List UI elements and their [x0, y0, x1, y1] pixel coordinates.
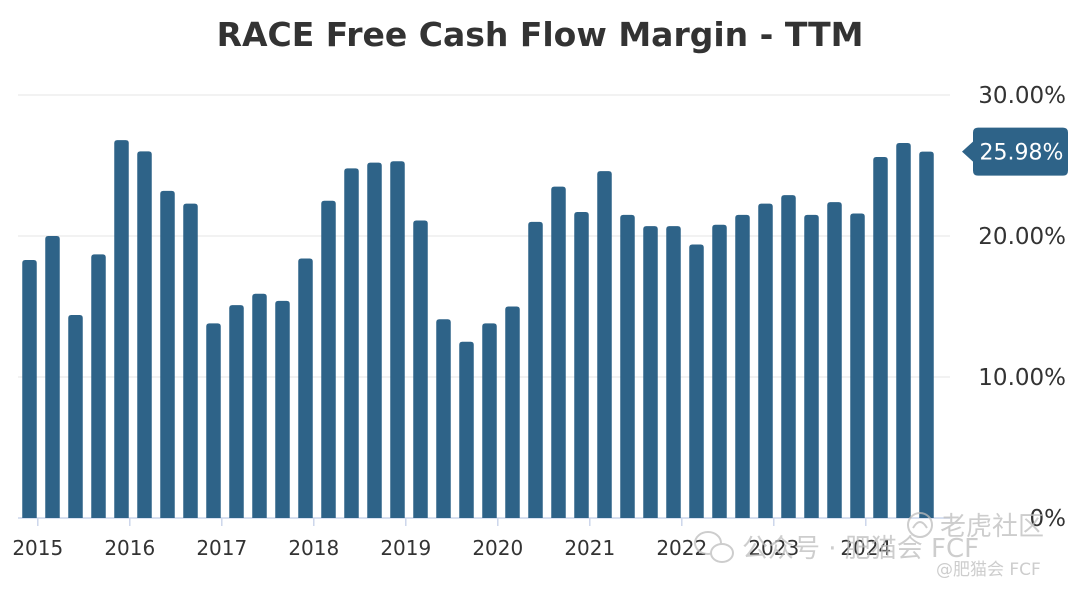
watermark-text-1: 公众号 · 肥猫会 FCF	[742, 534, 979, 564]
y-tick-label: 10.00%	[978, 365, 1066, 391]
last-value-callout: 25.98%	[962, 127, 1068, 176]
x-tick-label: 2018	[288, 536, 339, 560]
x-tick-label: 2024	[840, 536, 891, 560]
watermark-text-2: 老虎社区	[940, 512, 1044, 542]
x-tick-label: 2017	[196, 536, 247, 560]
bar	[390, 161, 405, 518]
y-tick-label: 0%	[1030, 506, 1067, 532]
bar	[275, 300, 290, 518]
x-tick-label: 2015	[12, 536, 63, 560]
bar	[22, 259, 37, 518]
bar	[321, 200, 336, 518]
bar	[45, 236, 60, 518]
x-tick-label: 2021	[564, 536, 615, 560]
bar	[597, 171, 612, 518]
bar	[413, 220, 428, 519]
bar	[873, 157, 888, 519]
bar	[229, 305, 244, 518]
bar	[919, 151, 934, 518]
bar	[505, 306, 520, 518]
watermark-text-3: @肥猫会 FCF	[936, 560, 1041, 580]
bar	[804, 214, 819, 518]
bar	[528, 221, 543, 518]
bar	[551, 186, 566, 518]
bar	[183, 203, 198, 518]
bar	[827, 202, 842, 518]
bar	[735, 214, 750, 518]
y-tick-label: 20.00%	[978, 224, 1066, 250]
bar-series	[22, 140, 934, 519]
y-tick-label: 30.00%	[978, 83, 1066, 109]
bar	[68, 314, 83, 518]
last-value-callout-shape	[962, 127, 1068, 176]
x-axis: 2015 2016 2017 2018 2019 2020 2021 2022 2023 2024	[12, 518, 891, 560]
bar	[482, 323, 497, 518]
bar	[436, 319, 451, 518]
bar	[459, 341, 474, 518]
chart-title: RACE Free Cash Flow Margin - TTM	[217, 15, 864, 54]
watermark: 公众号 · 肥猫会 FCF 老虎社区 @肥猫会 FCF	[694, 512, 1044, 580]
x-tick-label: 2016	[104, 536, 155, 560]
x-tick-label: 2023	[748, 536, 799, 560]
bar	[160, 190, 175, 518]
bar	[91, 254, 106, 518]
bar	[620, 214, 635, 518]
last-value-label: 25.98%	[980, 141, 1064, 166]
bar	[896, 142, 911, 518]
x-tick-label: 2022	[656, 536, 707, 560]
bar	[758, 203, 773, 518]
bar	[666, 226, 681, 518]
bar	[252, 293, 267, 518]
bar	[298, 258, 313, 518]
bar	[781, 195, 796, 519]
bar	[344, 168, 359, 518]
bar	[114, 140, 129, 518]
bar	[574, 212, 589, 518]
bar	[367, 162, 382, 518]
tiger-logo-icon	[907, 512, 933, 538]
bar	[206, 323, 221, 518]
bar	[137, 151, 152, 518]
x-tick-label: 2019	[380, 536, 431, 560]
wechat-icon	[694, 531, 734, 563]
x-tick-label: 2020	[472, 536, 523, 560]
bar	[712, 224, 727, 518]
bar	[689, 244, 704, 518]
y-axis: 0% 10.00% 20.00% 30.00%	[978, 83, 1066, 532]
bar	[643, 226, 658, 518]
bar	[850, 213, 865, 518]
